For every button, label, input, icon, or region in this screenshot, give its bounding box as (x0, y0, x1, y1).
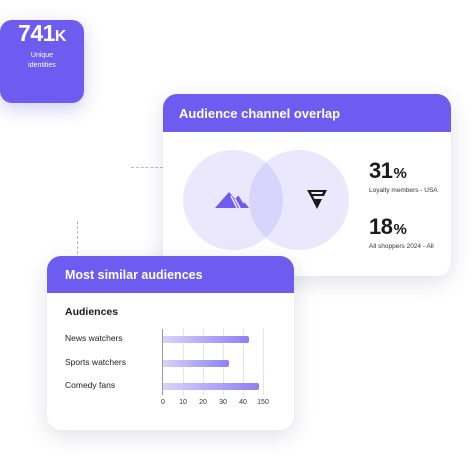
unique-identities-label: Unique identities (28, 52, 56, 69)
chart-tick-label: 150 (257, 399, 269, 406)
chart-category-label: Sports watchers (65, 357, 126, 367)
shield-logo-icon (307, 190, 327, 209)
chart-gridline (243, 329, 244, 395)
venn-diagram (181, 150, 351, 250)
similar-card-title: Most similar audiences (47, 256, 294, 293)
overlap-card-title: Audience channel overlap (163, 94, 451, 132)
chart-category-label: Comedy fans (65, 380, 116, 390)
chart-category-label: News watchers (65, 333, 123, 343)
chart-gridline (263, 329, 264, 395)
chart-tick-label: 0 (161, 399, 165, 406)
unique-identities-value: 741K (18, 20, 66, 46)
connector-line-vertical (77, 221, 78, 259)
unique-identities-card: 741K Unique identities (0, 20, 84, 103)
overlap-stat-shoppers: 18% All shoppers 2024 - All (369, 214, 434, 250)
connector-line-horizontal (131, 167, 163, 168)
overlap-stat-loyalty: 31% Loyalty members - USA (369, 158, 438, 194)
stat-value: 31% (369, 158, 407, 183)
venn-circle-right (249, 150, 349, 250)
chart-bar (163, 336, 249, 343)
similar-audiences-card: Most similar audiences Audiences News wa… (47, 256, 294, 430)
stat-value: 18% (369, 214, 407, 239)
chart-bar (163, 383, 259, 390)
audience-overlap-card: Audience channel overlap 31% Loyalty mem… (163, 94, 451, 276)
chart-tick-label: 20 (199, 399, 207, 406)
chart-bar (163, 360, 229, 367)
chart-y-axis (162, 329, 163, 395)
stat-label: All shoppers 2024 - All (369, 243, 434, 250)
chart-tick-label: 30 (219, 399, 227, 406)
chart-tick-label: 10 (179, 399, 187, 406)
mountain-logo-icon (215, 192, 249, 209)
stat-label: Loyalty members - USA (369, 187, 438, 194)
audiences-heading: Audiences (65, 306, 119, 318)
chart-tick-label: 40 (239, 399, 247, 406)
